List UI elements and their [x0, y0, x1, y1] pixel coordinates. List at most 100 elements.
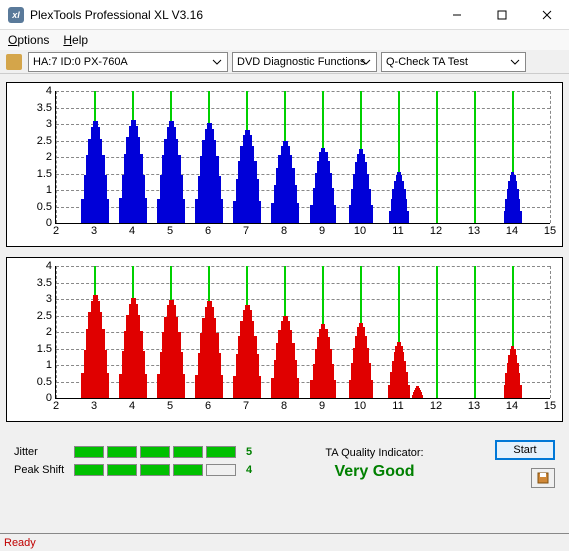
x-axis-label: 5 — [167, 225, 173, 237]
y-axis-label: 3 — [46, 293, 52, 305]
test-select[interactable]: Q-Check TA Test — [381, 52, 526, 72]
y-axis-label: 1.5 — [37, 343, 52, 355]
x-axis-label: 2 — [53, 400, 59, 412]
x-axis-label: 7 — [243, 400, 249, 412]
x-axis-label: 3 — [91, 225, 97, 237]
bottom-panel: Jitter 5 Peak Shift 4 TA Quality Indicat… — [0, 436, 569, 488]
device-select[interactable]: HA:7 ID:0 PX-760A — [28, 52, 228, 72]
menu-options[interactable]: Options — [8, 33, 49, 47]
y-axis-label: 0 — [46, 392, 52, 404]
top-chart-plot: 00.511.522.533.5423456789101112131415 — [55, 91, 550, 224]
device-select-value: HA:7 ID:0 PX-760A — [33, 56, 128, 68]
x-axis-label: 12 — [430, 400, 442, 412]
quality-label: TA Quality Indicator: — [274, 447, 475, 459]
jitter-row: Jitter 5 — [14, 446, 274, 458]
test-select-value: Q-Check TA Test — [386, 56, 468, 68]
x-axis-label: 3 — [91, 400, 97, 412]
drive-icon — [6, 54, 22, 70]
metric-bar — [140, 464, 170, 476]
y-axis-label: 1 — [46, 359, 52, 371]
y-axis-label: 3.5 — [37, 102, 52, 114]
status-text: Ready — [4, 537, 36, 549]
metric-bar — [107, 446, 137, 458]
metric-bar — [140, 446, 170, 458]
x-axis-label: 5 — [167, 400, 173, 412]
metric-bar — [173, 464, 203, 476]
x-axis-label: 11 — [392, 400, 403, 412]
y-axis-label: 2 — [46, 151, 52, 163]
metric-bar — [206, 464, 236, 476]
metric-bar — [74, 446, 104, 458]
bottom-chart: 0 0.5 1 1.5 2 2.5 3 3.5 4 2 3 4 5 6 7 8 9 10 11 12 13 14 15 — [6, 257, 563, 422]
peakshift-label: Peak Shift — [14, 464, 74, 476]
x-axis-label: 7 — [243, 225, 249, 237]
x-axis-label: 8 — [281, 225, 287, 237]
y-axis-label: 1 — [46, 184, 52, 196]
x-axis-label: 10 — [354, 400, 366, 412]
save-icon-button[interactable] — [531, 468, 555, 488]
x-axis-label: 14 — [506, 225, 518, 237]
function-select[interactable]: DVD Diagnostic Functions — [232, 52, 377, 72]
x-axis-label: 9 — [319, 225, 325, 237]
x-axis-label: 15 — [544, 225, 556, 237]
menu-help[interactable]: Help — [63, 33, 88, 47]
maximize-button[interactable] — [479, 0, 524, 29]
jitter-value: 5 — [246, 446, 252, 458]
jitter-bars — [74, 446, 236, 458]
metric-bar — [206, 446, 236, 458]
x-axis-label: 4 — [129, 225, 135, 237]
peakshift-row: Peak Shift 4 — [14, 464, 274, 476]
chevron-down-icon — [358, 54, 374, 70]
bottom-chart-plot: 00.511.522.533.5423456789101112131415 — [55, 266, 550, 399]
y-axis-label: 3.5 — [37, 277, 52, 289]
app-icon: xl — [8, 7, 24, 23]
statusbar: Ready — [0, 533, 569, 551]
chevron-down-icon — [507, 54, 523, 70]
peakshift-bars — [74, 464, 236, 476]
x-axis-label: 9 — [319, 400, 325, 412]
menubar: Options Help — [0, 30, 569, 50]
start-button[interactable]: Start — [495, 440, 555, 460]
close-button[interactable] — [524, 0, 569, 29]
x-axis-label: 4 — [129, 400, 135, 412]
metrics: Jitter 5 Peak Shift 4 — [14, 446, 274, 482]
y-axis-label: 3 — [46, 118, 52, 130]
x-axis-label: 13 — [468, 400, 480, 412]
chevron-down-icon — [209, 54, 225, 70]
y-axis-label: 2.5 — [37, 135, 52, 147]
minimize-button[interactable] — [434, 0, 479, 29]
x-axis-label: 13 — [468, 225, 480, 237]
window-controls — [434, 0, 569, 29]
y-axis-label: 0 — [46, 217, 52, 229]
x-axis-label: 2 — [53, 225, 59, 237]
window-title: PlexTools Professional XL V3.16 — [30, 8, 434, 22]
function-select-value: DVD Diagnostic Functions — [237, 56, 365, 68]
y-axis-label: 2.5 — [37, 310, 52, 322]
x-axis-label: 8 — [281, 400, 287, 412]
x-axis-label: 6 — [205, 225, 211, 237]
top-chart: 0 0.5 1 1.5 2 2.5 3 3.5 4 2 3 4 5 6 7 8 9 10 11 12 13 14 15 — [6, 82, 563, 247]
action-buttons: Start — [475, 440, 555, 488]
x-axis-label: 15 — [544, 400, 556, 412]
jitter-label: Jitter — [14, 446, 74, 458]
x-axis-label: 10 — [354, 225, 366, 237]
metric-bar — [74, 464, 104, 476]
y-axis-label: 2 — [46, 326, 52, 338]
metric-bar — [107, 464, 137, 476]
x-axis-label: 6 — [205, 400, 211, 412]
toolbar: HA:7 ID:0 PX-760A DVD Diagnostic Functio… — [0, 50, 569, 74]
y-axis-label: 1.5 — [37, 168, 52, 180]
x-axis-label: 12 — [430, 225, 442, 237]
y-axis-label: 0.5 — [37, 201, 52, 213]
titlebar: xl PlexTools Professional XL V3.16 — [0, 0, 569, 30]
x-axis-label: 14 — [506, 400, 518, 412]
y-axis-label: 4 — [46, 85, 52, 97]
y-axis-label: 4 — [46, 260, 52, 272]
quality-value: Very Good — [274, 463, 475, 481]
y-axis-label: 0.5 — [37, 376, 52, 388]
x-axis-label: 11 — [392, 225, 403, 237]
metric-bar — [173, 446, 203, 458]
charts-area: 00.511.522.533.5423456789101112131415 00… — [0, 74, 569, 436]
quality-indicator: TA Quality Indicator: Very Good — [274, 447, 475, 481]
floppy-icon — [536, 471, 550, 485]
